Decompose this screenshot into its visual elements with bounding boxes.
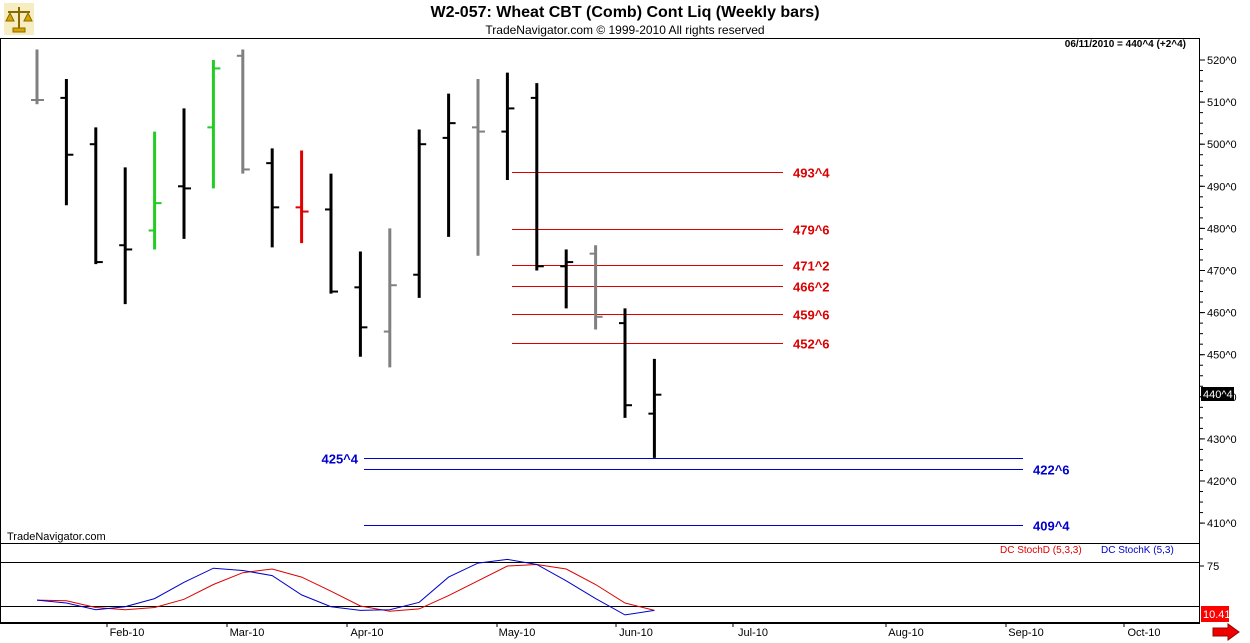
ohlc-bar (60, 78, 74, 206)
y-axis-label: 470^0 (1207, 266, 1237, 278)
x-axis-label: Sep-10 (1008, 627, 1043, 639)
x-axis-label: Jun-10 (619, 627, 653, 639)
horizontal-levels: 493^4 479^6 471^2 466^2 459^6 452^6 425^4 422^6… (321, 166, 1070, 534)
stoch-k-line (36, 558, 655, 616)
ohlc-bar (295, 150, 309, 244)
level-label: 452^6 (793, 337, 830, 352)
level-label: 425^4 (321, 452, 358, 467)
x-axis-label: Jul-10 (738, 627, 768, 639)
y-axis-label: 510^0 (1207, 97, 1237, 109)
x-axis-label: Feb-10 (110, 627, 145, 639)
x-axis-label: Oct-10 (1127, 627, 1160, 639)
ohlc-bar (413, 129, 427, 298)
ohlc-bar (119, 167, 133, 305)
level-label: 409^4 (1033, 519, 1070, 534)
ohlc-bar (266, 148, 280, 248)
scales-logo-icon (4, 3, 34, 35)
y-axis-label: 450^0 (1207, 350, 1237, 362)
level-label: 422^6 (1033, 463, 1070, 478)
ohlc-bar (207, 60, 221, 189)
price-bars (31, 49, 662, 458)
time-x-axis: Feb-10 Mar-10 Apr-10 May-10 Jun-10 Jul-10 Aug-… (106, 623, 1161, 639)
y-axis-label: 520^0 (1207, 55, 1237, 67)
ohlc-bar (236, 49, 250, 174)
ohlc-bar (354, 251, 368, 357)
ohlc-bar (648, 358, 662, 458)
stoch-value-tag (1201, 606, 1229, 622)
ohlc-bar (31, 49, 44, 105)
ohlc-bar (472, 78, 485, 256)
ohlc-bar (560, 249, 574, 309)
ohlc-bar (619, 308, 632, 418)
level-label: 471^2 (793, 259, 830, 274)
y-axis-label: 480^0 (1207, 223, 1237, 235)
y-axis-label: 410^0 (1207, 518, 1237, 530)
stoch-value-tag-text: 10.41 (1203, 609, 1231, 621)
x-axis-label: Apr-10 (350, 627, 383, 639)
price-y-axis: 520^0 510^0 500^0 490^0 480^0 470^0 460^0 450^0… (1200, 55, 1237, 530)
ohlc-bar (89, 127, 103, 265)
x-axis-label: May-10 (499, 627, 536, 639)
ohlc-bar (383, 228, 397, 368)
x-axis-label: Aug-10 (888, 627, 923, 639)
y-axis-label: 460^0 (1207, 308, 1237, 320)
scroll-right-arrow-icon[interactable] (1212, 623, 1240, 641)
y-axis-label: 430^0 (1207, 434, 1237, 446)
chart-subtitle: TradeNavigator.com © 1999-2010 All right… (485, 23, 765, 37)
level-label: 459^6 (793, 308, 830, 323)
stochastic-panel: 75 DC StochD (5,3,3) DC StochK (5,3) 10.… (0, 545, 1231, 622)
y-axis-label: 420^0 (1207, 476, 1237, 488)
current-price-tag (1201, 387, 1234, 401)
x-axis-label: Mar-10 (230, 627, 265, 639)
level-label: 479^6 (793, 223, 830, 238)
y-axis-label: 490^0 (1207, 181, 1237, 193)
last-value-label: 06/11/2010 = 440^4 (+2^4) (1065, 39, 1186, 50)
ohlc-bar (325, 173, 338, 294)
watermark: TradeNavigator.com (7, 531, 106, 543)
ohlc-bar (148, 131, 162, 250)
ohlc-bar (501, 72, 515, 180)
ohlc-bar (530, 83, 544, 271)
ohlc-bar (589, 245, 603, 330)
ohlc-bar (442, 93, 456, 237)
chart-header: W2-057: Wheat CBT (Comb) Cont Liq (Weekl… (0, 0, 1250, 38)
stoch-d-legend: DC StochD (5,3,3) (1000, 545, 1082, 556)
ohlc-bar (178, 108, 191, 239)
stoch-axis-label-75: 75 (1207, 561, 1219, 573)
price-panel-frame (0, 38, 1200, 544)
stoch-d-line (36, 563, 655, 612)
chart-title: W2-057: Wheat CBT (Comb) Cont Liq (Weekl… (430, 4, 820, 21)
level-label: 493^4 (793, 166, 830, 181)
stoch-panel-frame (0, 543, 1200, 623)
stoch-k-legend: DC StochK (5,3) (1101, 545, 1174, 556)
level-label: 466^2 (793, 280, 830, 295)
y-axis-label: 500^0 (1207, 139, 1237, 151)
current-price-tag-text: 440^4 (1203, 389, 1233, 401)
